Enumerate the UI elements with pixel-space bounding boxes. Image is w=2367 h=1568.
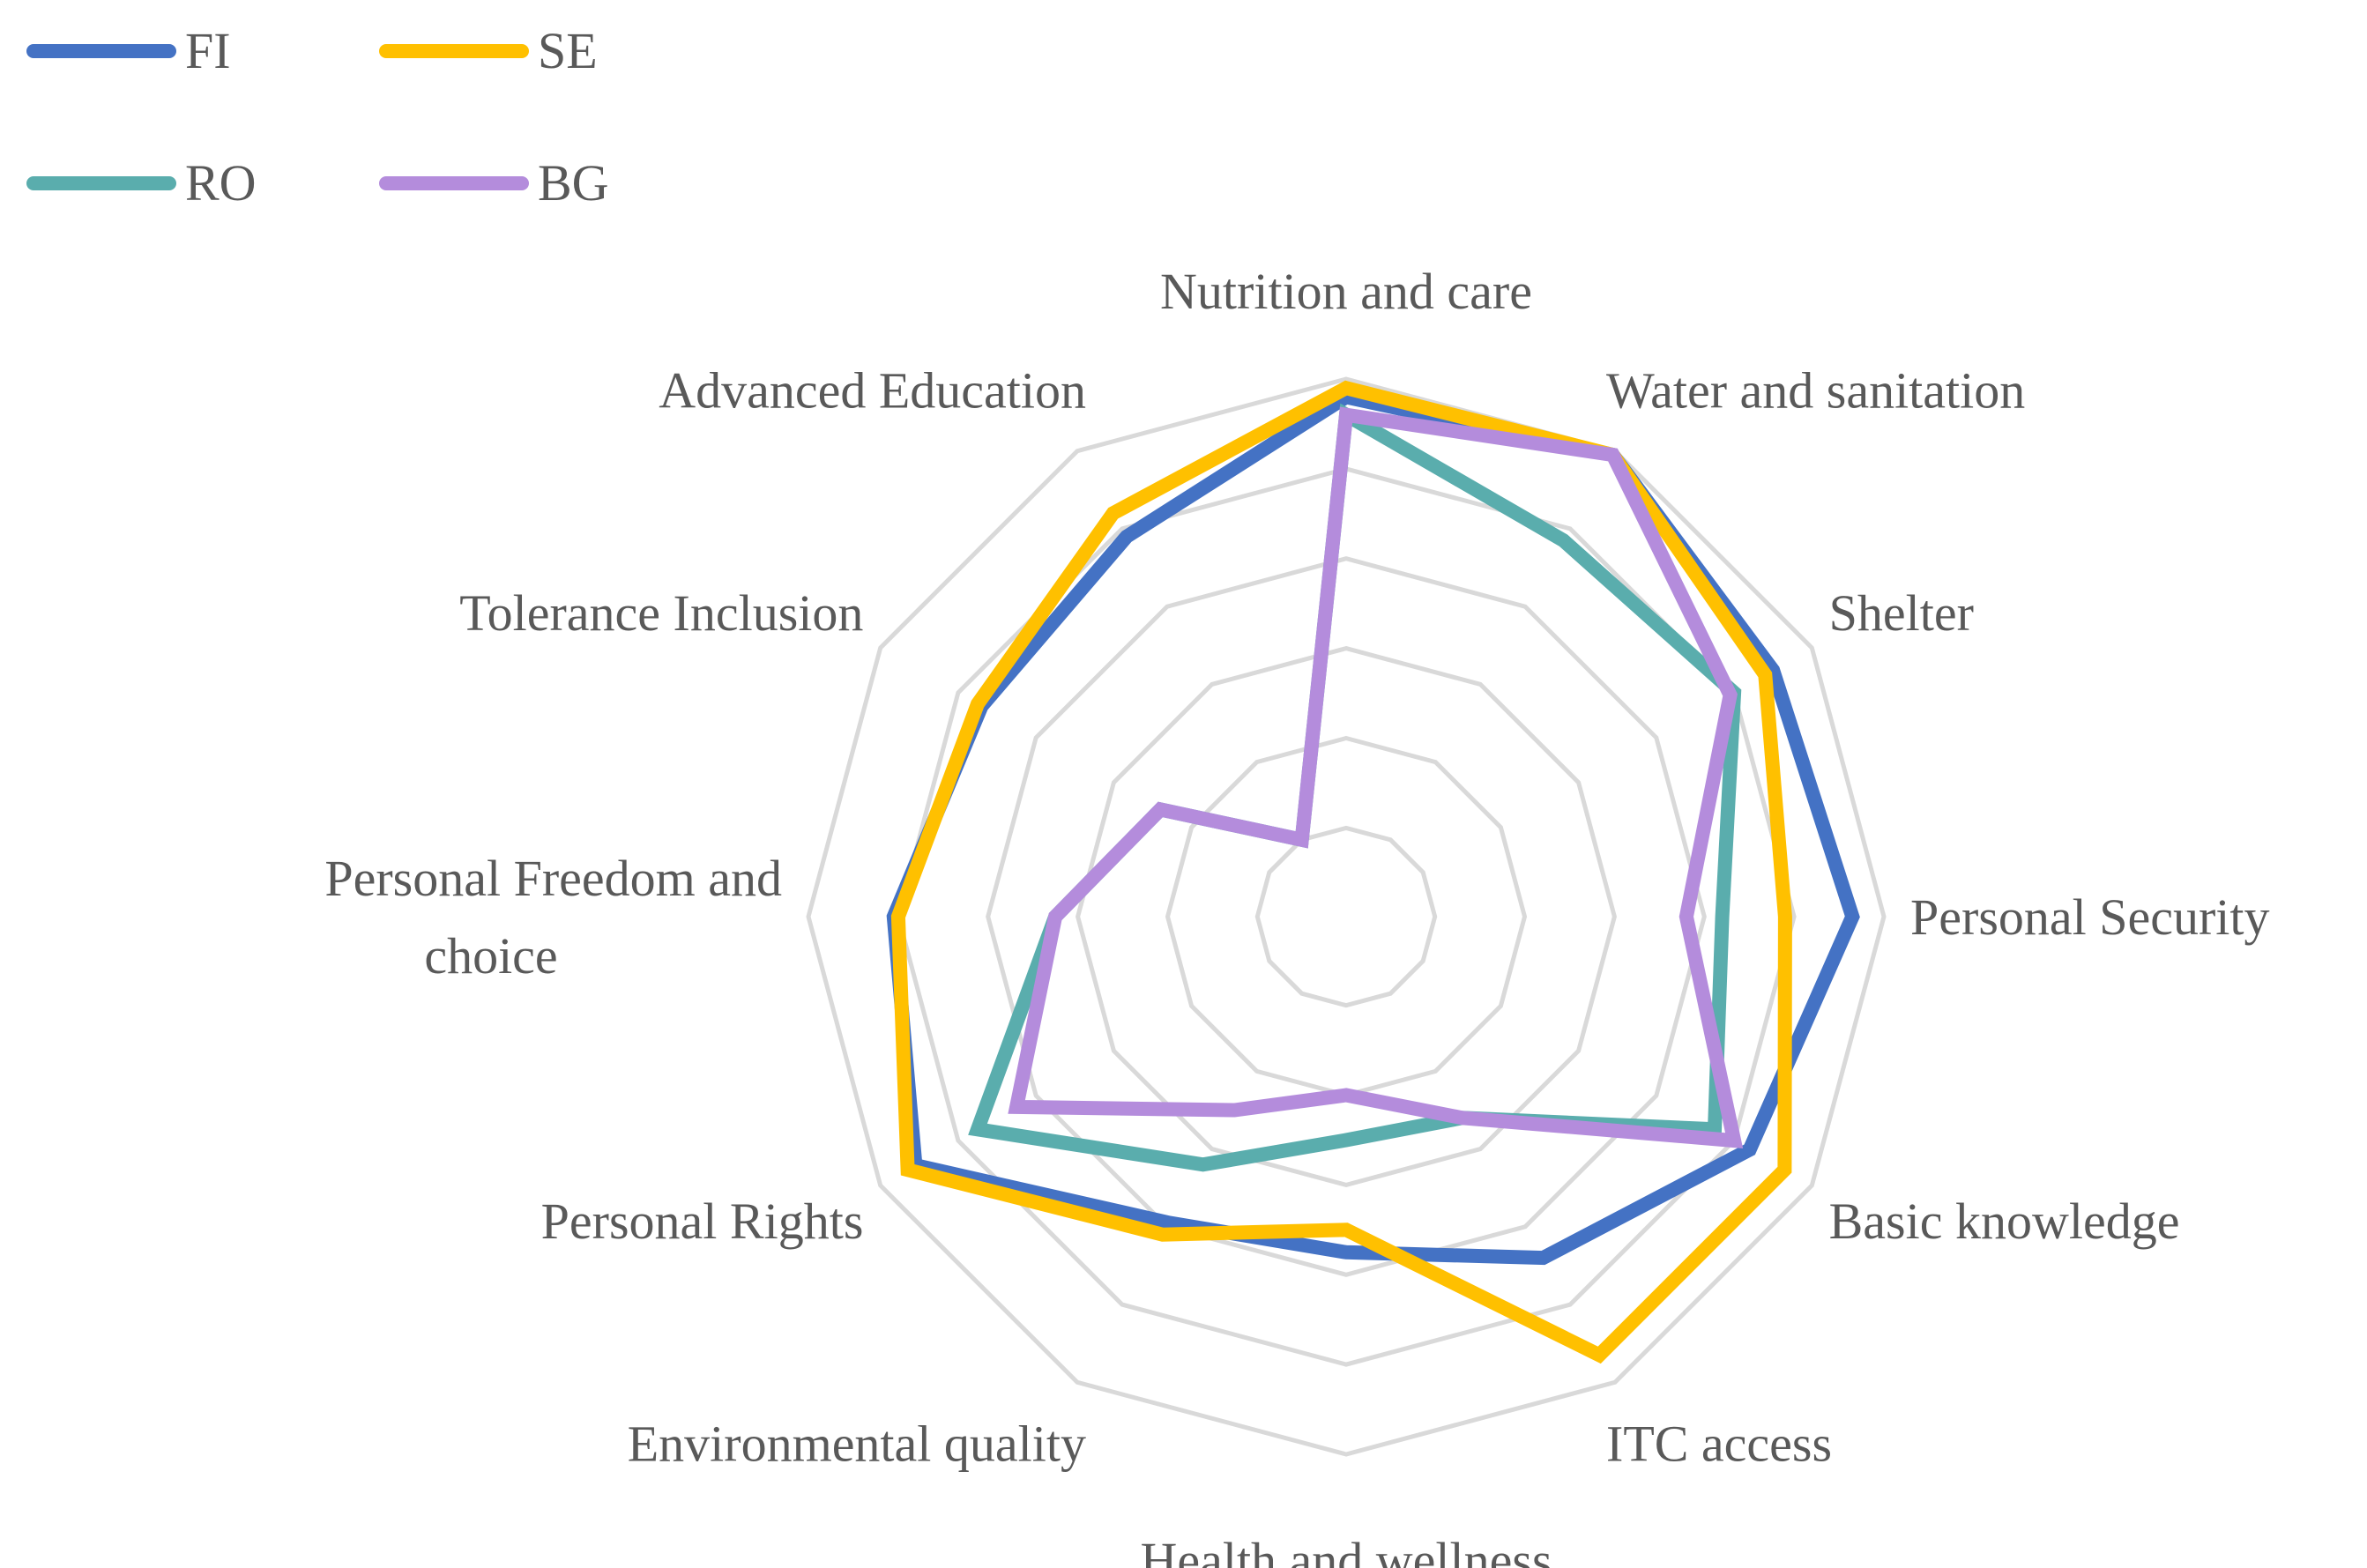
axis-label-health-and-wellness: Health and wellness xyxy=(1140,1532,1552,1568)
legend: FI SE RO BG xyxy=(0,0,793,229)
series-line-ro xyxy=(968,403,1742,1172)
axis-label-basic-knowledge: Basic knowledge xyxy=(1829,1193,2180,1250)
grid-ring-6 xyxy=(806,376,1887,1457)
axis-label-advanced-education: Advanced Education xyxy=(659,361,1086,419)
legend-swatch-fi xyxy=(26,44,176,58)
legend-swatch-bg xyxy=(379,176,529,190)
legend-swatch-se xyxy=(379,44,529,58)
legend-label-bg: BG xyxy=(538,154,609,212)
grid-ring-4 xyxy=(986,556,1707,1277)
series-line-se xyxy=(890,380,1792,1364)
grid-ring-1 xyxy=(1254,825,1438,1008)
axis-label-personal-freedom-and-choice-line-1: Personal Freedom and xyxy=(324,850,782,907)
legend-label-fi: FI xyxy=(185,22,231,79)
legend-label-ro: RO xyxy=(185,154,257,212)
axis-label-nutrition-and-care: Nutrition and care xyxy=(1160,263,1532,320)
axis-label-water-and-sanitation: Water and sanitation xyxy=(1606,361,2025,419)
axis-label-tolerance-inclusion: Tolerance Inclusion xyxy=(459,584,863,642)
axis-label-shelter: Shelter xyxy=(1829,584,1974,642)
axis-label-personal-freedom-and-choice-line-2: choice xyxy=(424,927,557,985)
legend-label-se: SE xyxy=(538,22,598,79)
legend-swatch-ro xyxy=(26,176,176,190)
axis-label-environmental-quality: Environmental quality xyxy=(628,1416,1086,1473)
axis-label-personal-rights: Personal Rights xyxy=(541,1193,864,1250)
axis-label-personal-security: Personal Security xyxy=(1910,888,2270,946)
grid-ring-2 xyxy=(1165,735,1528,1098)
series-line-bg xyxy=(1008,406,1744,1148)
axis-label-itc-access: ITC access xyxy=(1606,1416,1832,1473)
grid-ring-3 xyxy=(1076,646,1617,1187)
